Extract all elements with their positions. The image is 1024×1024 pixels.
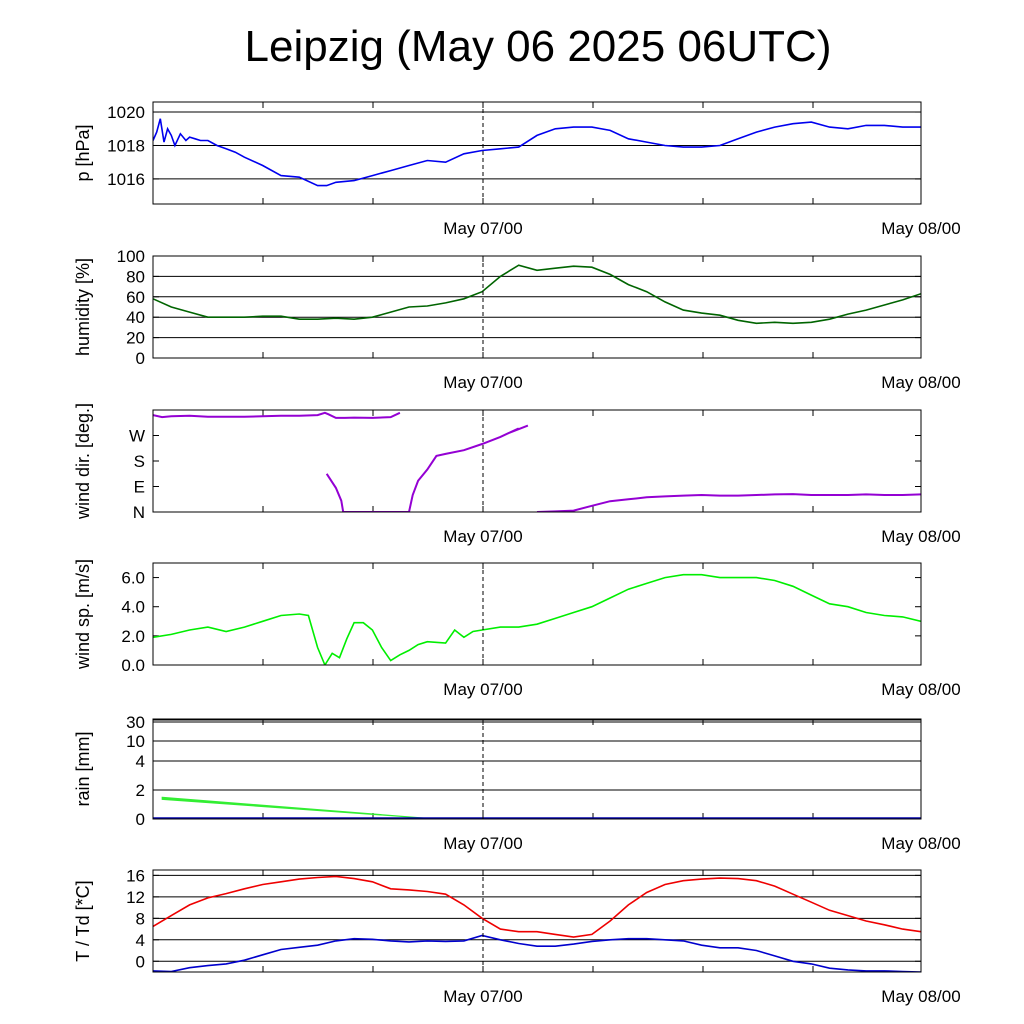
y-tick-label: N bbox=[133, 503, 145, 522]
y-tick-label: 2 bbox=[136, 781, 145, 800]
series-group bbox=[153, 875, 921, 972]
y-tick-label: 8 bbox=[136, 909, 145, 928]
series-line-1 bbox=[153, 264, 921, 325]
y-tick-label: 0.0 bbox=[121, 656, 145, 675]
y-tick-label: 6.0 bbox=[121, 569, 145, 588]
y-tick-label: 0 bbox=[136, 952, 145, 971]
y-tick-label: 0 bbox=[136, 349, 145, 368]
panel-frame bbox=[152, 101, 922, 205]
panel-4: 0.0 2.0 4.0 6.0 May 07/00 May 08/00 wind sp. [… bbox=[73, 559, 961, 699]
y-tick-label: 16 bbox=[126, 866, 145, 885]
x-tick-label: May 07/00 bbox=[443, 834, 522, 853]
x-tick-label: May 07/00 bbox=[443, 373, 522, 392]
y-tick-label: E bbox=[134, 478, 145, 497]
x-tick-label: May 07/00 bbox=[443, 527, 522, 546]
panel-1: 1016 1018 1020 May 07/00 May 08/00 p [hPa] bbox=[73, 101, 961, 238]
x-tick-label: May 08/00 bbox=[881, 834, 960, 853]
series-line-2 bbox=[153, 934, 921, 972]
y-tick-label: 80 bbox=[126, 267, 145, 286]
y-axis-label: wind dir. [deg.] bbox=[73, 403, 93, 520]
y-tick-label: W bbox=[129, 427, 145, 446]
wind-direction-series bbox=[153, 411, 921, 512]
x-tick-label: May 08/00 bbox=[881, 987, 960, 1006]
x-tick-label: May 07/00 bbox=[443, 219, 522, 238]
panel-6: 0 4 8 12 16 May 07/00 May 08/00 T / Td [*C] bbox=[73, 866, 961, 1006]
x-tick-label: May 08/00 bbox=[881, 527, 960, 546]
y-tick-label: 100 bbox=[117, 247, 145, 266]
x-tick-label: May 08/00 bbox=[881, 219, 960, 238]
y-tick-label: 30 bbox=[126, 713, 145, 732]
x-tick-label: May 07/00 bbox=[443, 987, 522, 1006]
y-tick-label: 10 bbox=[126, 732, 145, 751]
x-tick-label: May 08/00 bbox=[881, 373, 960, 392]
y-tick-label: 0 bbox=[136, 810, 145, 829]
series-group bbox=[153, 118, 921, 187]
series-line-1 bbox=[153, 118, 921, 187]
panel-frame bbox=[152, 562, 922, 666]
x-tick-label: May 08/00 bbox=[881, 680, 960, 699]
y-tick-label: 1018 bbox=[107, 136, 145, 155]
y-tick-label: 12 bbox=[126, 888, 145, 907]
series-line-1 bbox=[153, 875, 921, 938]
y-axis-label: T / Td [*C] bbox=[73, 880, 93, 961]
y-tick-label: 1016 bbox=[107, 170, 145, 189]
panel-frame bbox=[152, 255, 922, 359]
series-group bbox=[153, 411, 921, 512]
y-axis-label: wind sp. [m/s] bbox=[73, 559, 93, 670]
y-tick-label: S bbox=[134, 452, 145, 471]
panel-frame bbox=[152, 869, 922, 973]
series-group bbox=[153, 573, 921, 665]
series-line-1 bbox=[153, 573, 921, 665]
y-axis-label: rain [mm] bbox=[73, 731, 93, 806]
x-tick-label: May 07/00 bbox=[443, 680, 522, 699]
y-tick-label: 1020 bbox=[107, 103, 145, 122]
series-group bbox=[153, 796, 921, 819]
y-axis-label: humidity [%] bbox=[73, 258, 93, 356]
y-tick-label: 2.0 bbox=[121, 627, 145, 646]
y-tick-label: 40 bbox=[126, 308, 145, 327]
y-tick-label: 60 bbox=[126, 288, 145, 307]
y-tick-label: 4 bbox=[136, 931, 145, 950]
y-axis-label: p [hPa] bbox=[73, 124, 93, 181]
panel-frame bbox=[152, 718, 922, 820]
chart-title: Leipzig (May 06 2025 06UTC) bbox=[244, 22, 832, 71]
series-group bbox=[153, 264, 921, 325]
y-tick-label: 4.0 bbox=[121, 598, 145, 617]
panel-frame bbox=[152, 409, 922, 513]
rain-area bbox=[161, 796, 437, 819]
y-tick-label: 4 bbox=[136, 752, 145, 771]
y-tick-label: 20 bbox=[126, 329, 145, 348]
